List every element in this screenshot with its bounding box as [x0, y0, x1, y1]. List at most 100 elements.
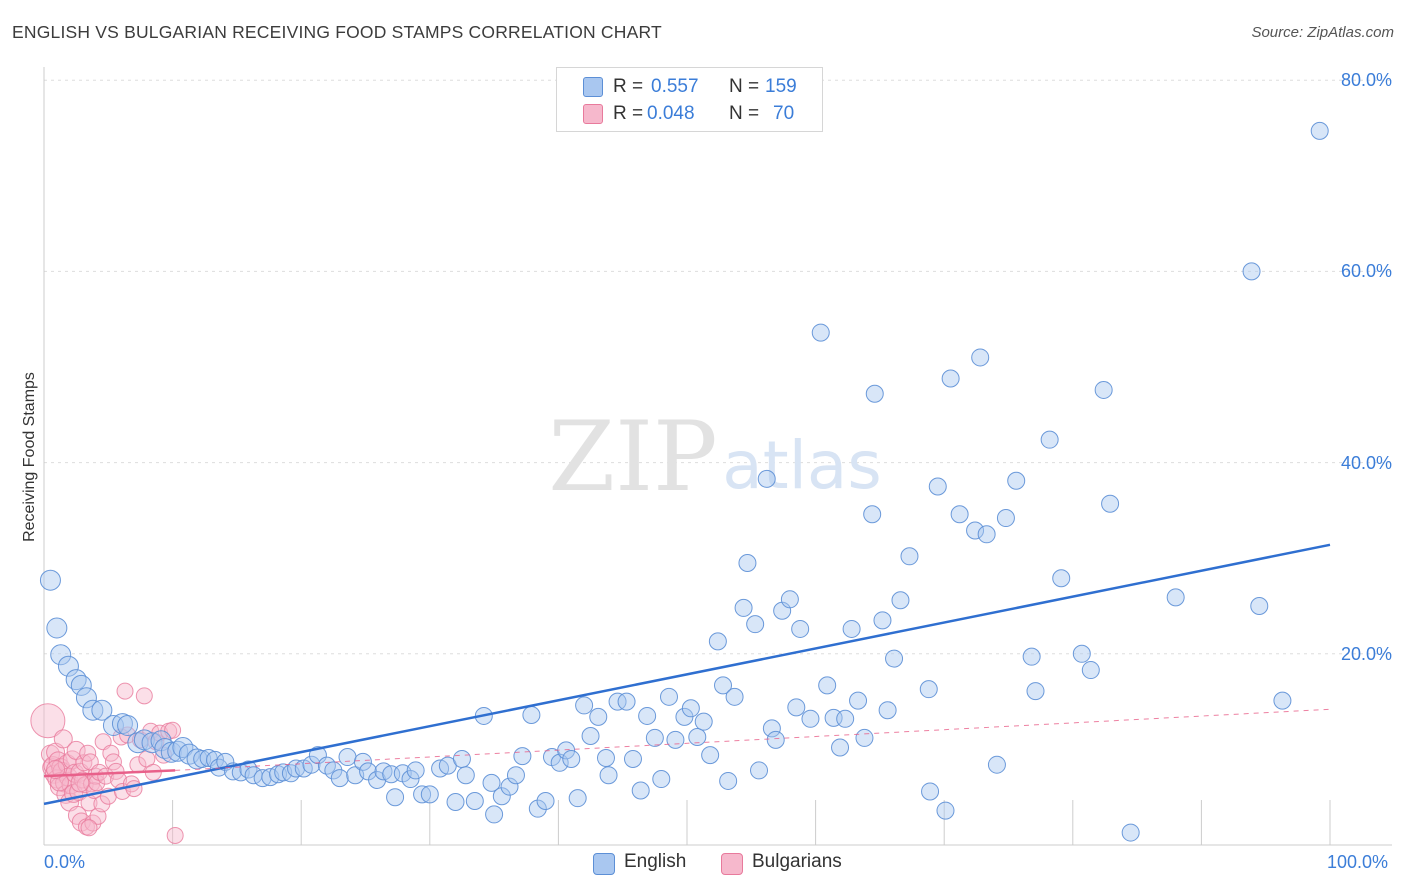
axes: [43, 67, 1392, 846]
bulgarian-swatch: [583, 104, 603, 124]
y-tick-label: 20.0%: [1340, 643, 1392, 664]
english-point: [900, 547, 919, 566]
bulgarian-point: [53, 729, 73, 749]
english-point: [406, 761, 425, 780]
bulgarian-point: [74, 771, 92, 789]
chart-title: ENGLISH VS BULGARIAN RECEIVING FOOD STAM…: [12, 22, 662, 42]
english-point: [966, 521, 985, 540]
english-point: [575, 696, 594, 715]
english-point: [57, 655, 79, 677]
english-point: [950, 505, 969, 524]
english-point: [1026, 682, 1045, 701]
legend-label-bulgarians: Bulgarians: [752, 851, 842, 872]
english-point: [82, 699, 104, 721]
english-point: [522, 705, 541, 724]
bulgarian-point: [80, 819, 98, 837]
english-point: [1101, 494, 1120, 513]
english-point: [941, 369, 960, 388]
english-point: [762, 719, 781, 738]
english-point: [302, 755, 321, 774]
english-point: [581, 727, 600, 746]
english-point: [308, 746, 327, 765]
english-point: [39, 569, 61, 591]
watermark-zip: ZIP: [548, 401, 717, 513]
english-point: [878, 701, 897, 720]
english-point: [714, 676, 733, 695]
english-point: [324, 761, 343, 780]
english-point: [766, 730, 785, 749]
source-note: Source: ZipAtlas.com: [1251, 24, 1394, 41]
english-point: [971, 348, 990, 367]
english-point: [446, 792, 465, 811]
english-point: [919, 680, 938, 699]
english-point: [562, 749, 581, 768]
english-point: [500, 777, 519, 796]
english-point: [725, 687, 744, 706]
r-value-bulgarians: 0.048: [647, 103, 695, 124]
english-point: [75, 687, 97, 709]
english-point: [842, 619, 861, 638]
english-point: [568, 789, 587, 808]
english-point: [133, 729, 155, 751]
english-point: [791, 619, 810, 638]
english-point: [1022, 647, 1041, 666]
x-tick-label-max: 100.0%: [1327, 852, 1389, 872]
english-point: [863, 505, 882, 524]
english-point: [787, 698, 806, 717]
english-point: [708, 632, 727, 651]
english-point: [91, 699, 113, 721]
english-point: [330, 769, 349, 788]
english-point: [831, 738, 850, 757]
english-point: [750, 761, 769, 780]
english-point: [757, 469, 776, 488]
bulgarian-trend-extension: [175, 708, 1331, 771]
english-point: [849, 691, 868, 710]
watermark-atlas: atlas: [722, 427, 882, 504]
english-point: [413, 785, 432, 804]
english-point: [977, 525, 996, 544]
y-tick-label: 40.0%: [1340, 452, 1392, 473]
english-point: [172, 736, 194, 758]
watermark: ZIP atlas: [548, 401, 881, 513]
bulgarian-point: [104, 753, 122, 771]
english-point: [719, 771, 738, 790]
bulgarian-point: [30, 703, 66, 739]
r-label: R =: [613, 76, 644, 97]
english-point: [1094, 380, 1113, 399]
english-point: [528, 799, 547, 818]
english-point: [141, 732, 163, 754]
english-point: [513, 747, 532, 766]
english-point: [420, 785, 439, 804]
y-tick-label: 60.0%: [1340, 261, 1392, 282]
english-point: [492, 787, 511, 806]
english-point: [746, 615, 765, 634]
n-label: N =: [729, 76, 760, 97]
r-value-english: 0.557: [651, 76, 699, 97]
english-swatch: [593, 853, 615, 875]
english-point: [1242, 262, 1261, 281]
english-point: [386, 788, 405, 807]
english-point: [921, 782, 940, 801]
bulgarian-point: [70, 773, 90, 793]
english-point: [160, 741, 182, 763]
english-trend-line: [43, 543, 1331, 806]
english-point: [694, 712, 713, 731]
english-point: [987, 755, 1006, 774]
english-point: [596, 749, 615, 768]
english-point: [456, 766, 475, 785]
english-point: [482, 773, 501, 792]
english-point: [353, 752, 372, 771]
bulgarian-point: [49, 772, 69, 792]
english-point: [996, 509, 1015, 528]
english-point: [855, 728, 874, 747]
n-value-english: 159: [765, 76, 797, 97]
english-point: [1072, 644, 1091, 663]
english-point: [1007, 471, 1026, 490]
english-point: [811, 323, 830, 342]
english-point: [287, 759, 306, 778]
bulgarian-point: [75, 754, 93, 772]
english-point: [688, 727, 707, 746]
english-point: [401, 770, 420, 789]
english-point: [239, 760, 258, 779]
